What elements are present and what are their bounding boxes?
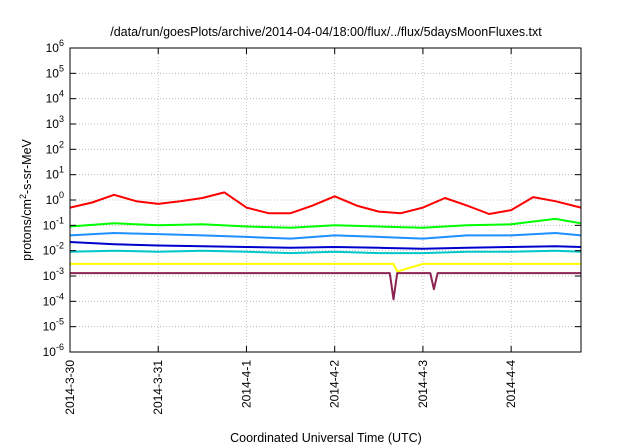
y-tick-label-base: 10 bbox=[46, 41, 60, 55]
y-axis-title-suffix: -s-sr-MeV bbox=[20, 138, 34, 194]
x-tick-label: 2014-4-3 bbox=[416, 360, 430, 408]
y-axis-title-exponent: 2 bbox=[18, 194, 28, 199]
y-tick-label-exponent: -5 bbox=[56, 317, 64, 327]
y-tick-label-base: 10 bbox=[46, 92, 60, 106]
series-group bbox=[69, 191, 582, 301]
x-tick-labels: 2014-3-30 2014-3-31 2014-4-1 2014-4-2 2014-4… bbox=[63, 360, 518, 415]
x-tick-label: 2014-4-4 bbox=[504, 360, 518, 408]
y-tick-label: 103 bbox=[46, 114, 64, 131]
y-tick-label-base: 10 bbox=[43, 218, 57, 232]
y-tick-label-exponent: 2 bbox=[59, 139, 64, 149]
y-axis-title-prefix: protons/cm bbox=[20, 199, 34, 261]
x-axis-title: Coordinated Universal Time (UTC) bbox=[230, 431, 422, 445]
y-tick-label: 100 bbox=[46, 190, 64, 207]
x-tick-label: 2014-3-30 bbox=[63, 360, 77, 415]
y-tick-label-base: 10 bbox=[43, 294, 57, 308]
x-tick-label: 2014-3-31 bbox=[151, 360, 165, 415]
y-tick-label: 105 bbox=[46, 63, 64, 80]
y-tick-label-base: 10 bbox=[46, 193, 60, 207]
y-tick-label-base: 10 bbox=[46, 142, 60, 156]
y-tick-label-exponent: 0 bbox=[59, 190, 64, 200]
x-tick-label: 2014-4-1 bbox=[239, 360, 253, 408]
y-tick-label: 102 bbox=[46, 139, 64, 156]
x-tick-label: 2014-4-2 bbox=[328, 360, 342, 408]
y-tick-label: 104 bbox=[46, 89, 64, 106]
y-tick-label-exponent: -4 bbox=[56, 291, 64, 301]
series-line-1 bbox=[69, 191, 582, 215]
y-tick-label: 10-2 bbox=[43, 241, 64, 258]
y-tick-label-base: 10 bbox=[46, 168, 60, 182]
y-tick-label-base: 10 bbox=[46, 66, 60, 80]
y-tick-label: 10-5 bbox=[43, 317, 64, 334]
y-tick-label-exponent: -6 bbox=[56, 342, 64, 352]
y-tick-label-exponent: -1 bbox=[56, 215, 64, 225]
y-tick-label-exponent: 5 bbox=[59, 63, 64, 73]
y-tick-label-base: 10 bbox=[43, 244, 57, 258]
y-tick-label: 106 bbox=[46, 38, 64, 55]
y-tick-label-exponent: 1 bbox=[59, 165, 64, 175]
y-axis-title: protons/cm2-s-sr-MeV bbox=[18, 138, 34, 260]
y-tick-label-base: 10 bbox=[43, 345, 57, 359]
tick-marks bbox=[69, 47, 581, 353]
series-line-6 bbox=[70, 262, 581, 273]
y-tick-label-exponent: 6 bbox=[59, 38, 64, 48]
y-tick-label: 10-4 bbox=[43, 291, 64, 308]
y-tick-label-base: 10 bbox=[46, 117, 60, 131]
series-line-2 bbox=[69, 217, 582, 229]
y-tick-labels: 10610510410310210110010-110-210-310-410-… bbox=[43, 38, 64, 359]
series-line-3 bbox=[69, 232, 582, 240]
series-line-4 bbox=[69, 241, 582, 250]
y-tick-label: 101 bbox=[46, 165, 64, 182]
series-line-7 bbox=[70, 272, 581, 301]
y-tick-label-exponent: 3 bbox=[59, 114, 64, 124]
y-tick-label-exponent: -2 bbox=[56, 241, 64, 251]
series-line-5 bbox=[69, 249, 582, 255]
y-tick-label-base: 10 bbox=[43, 320, 57, 334]
y-tick-label: 10-6 bbox=[43, 342, 64, 359]
y-tick-label-base: 10 bbox=[43, 269, 57, 283]
y-tick-label-exponent: -3 bbox=[56, 266, 64, 276]
y-tick-label: 10-1 bbox=[43, 215, 64, 232]
y-tick-label: 10-3 bbox=[43, 266, 64, 283]
y-tick-label-exponent: 4 bbox=[59, 89, 64, 99]
chart-title: /data/run/goesPlots/archive/2014-04-04/1… bbox=[110, 25, 542, 39]
